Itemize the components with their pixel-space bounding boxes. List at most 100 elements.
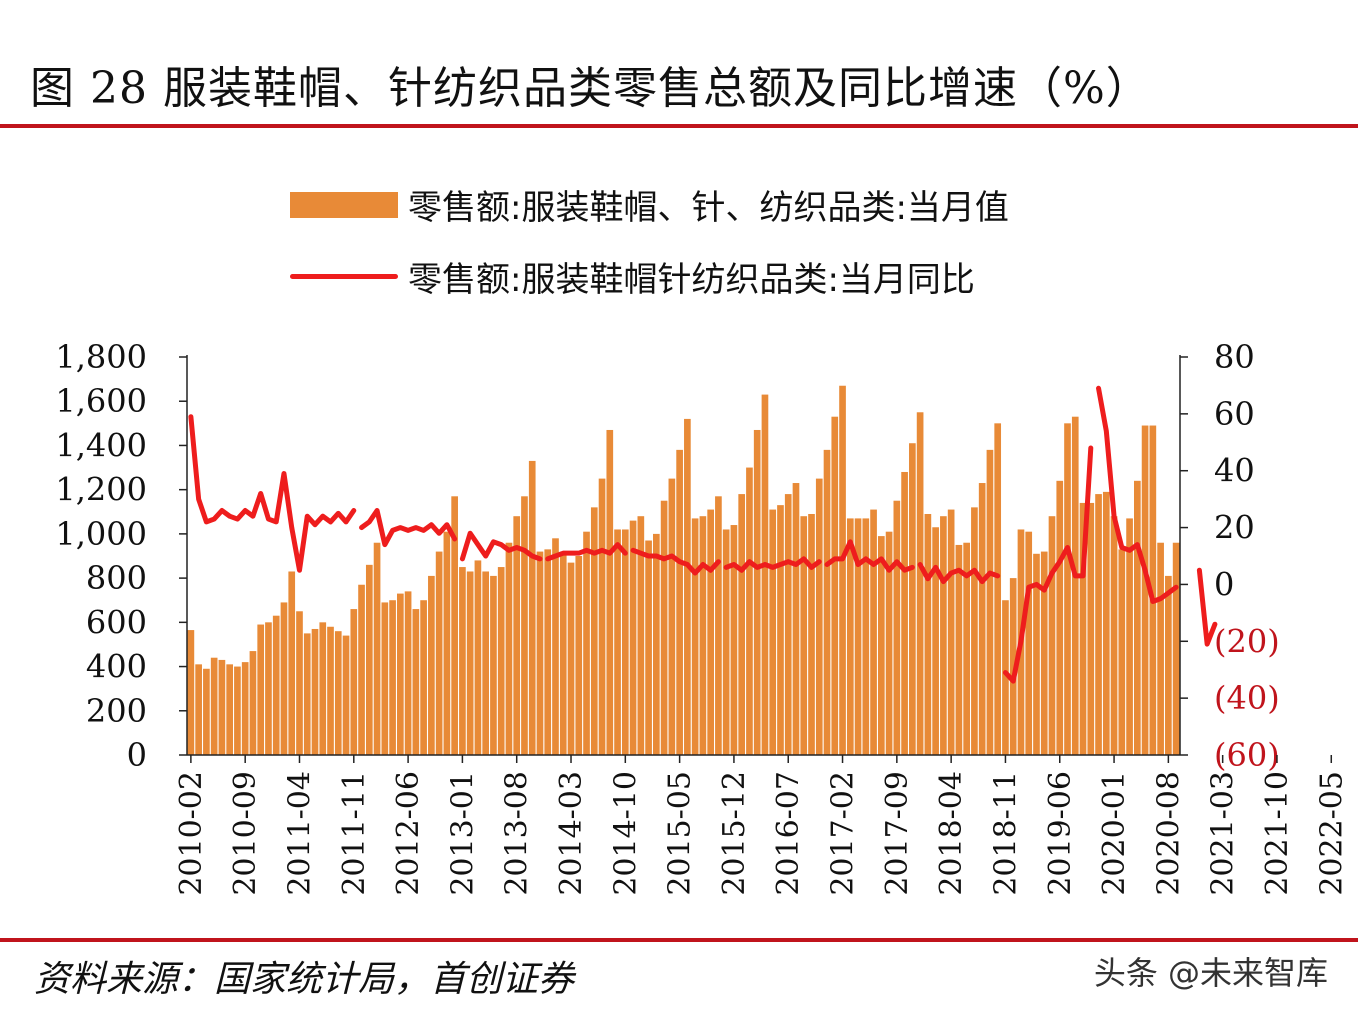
bar bbox=[947, 509, 955, 755]
bar bbox=[420, 600, 427, 755]
bar bbox=[1087, 502, 1095, 755]
left-tick-label: 200 bbox=[86, 692, 147, 730]
chart-title: 图 28 服装鞋帽、针纺织品类零售总额及同比增速（%） bbox=[30, 63, 1151, 114]
left-tick-label: 0 bbox=[127, 736, 147, 774]
bar bbox=[684, 418, 691, 755]
bar bbox=[730, 525, 738, 755]
bar bbox=[699, 516, 707, 755]
bar bbox=[1165, 575, 1172, 755]
bar bbox=[614, 529, 621, 755]
yoy-growth-line bbox=[188, 385, 1218, 684]
x-tick-label: 2014-03 bbox=[554, 771, 589, 896]
right-tick-label: 40 bbox=[1214, 452, 1255, 490]
legend-swatch-bar bbox=[290, 191, 398, 218]
bar bbox=[971, 507, 978, 755]
combo-chart: 1,8001,6001,4001,2001,000800600400200080… bbox=[55, 338, 1349, 896]
bar bbox=[358, 584, 365, 755]
bar bbox=[1095, 494, 1102, 755]
bar bbox=[381, 602, 389, 755]
bar bbox=[218, 659, 226, 755]
bar bbox=[1002, 600, 1009, 755]
bar bbox=[722, 529, 730, 755]
bar bbox=[1110, 516, 1118, 755]
bar bbox=[808, 513, 815, 755]
bar bbox=[629, 520, 637, 755]
bar bbox=[575, 556, 583, 755]
bar bbox=[777, 505, 784, 755]
bar bbox=[583, 531, 590, 755]
bar bbox=[497, 567, 505, 755]
bar bbox=[536, 551, 544, 755]
x-tick-label: 2010-02 bbox=[174, 771, 209, 896]
x-tick-label: 2018-04 bbox=[934, 771, 969, 896]
bar bbox=[559, 551, 567, 755]
bar bbox=[1009, 578, 1017, 755]
bar bbox=[823, 449, 831, 755]
bar bbox=[552, 538, 559, 755]
bar bbox=[831, 416, 839, 755]
bar bbox=[311, 628, 319, 755]
x-tick-label: 2013-01 bbox=[445, 771, 480, 896]
bar bbox=[1048, 516, 1056, 755]
bar bbox=[1056, 480, 1064, 755]
bar bbox=[753, 429, 761, 755]
x-tick-label: 2012-06 bbox=[391, 771, 426, 896]
x-tick-label: 2015-12 bbox=[717, 771, 752, 896]
bar bbox=[280, 602, 288, 755]
x-tick-label: 2020-01 bbox=[1097, 771, 1132, 896]
bar bbox=[668, 478, 676, 755]
bar bbox=[257, 624, 265, 755]
bar bbox=[940, 516, 947, 755]
left-tick-label: 1,800 bbox=[55, 338, 147, 376]
bar bbox=[986, 449, 994, 755]
bar bbox=[994, 423, 1002, 755]
bar bbox=[738, 494, 746, 755]
bar bbox=[963, 542, 970, 755]
bar bbox=[1134, 480, 1141, 755]
bar bbox=[1033, 553, 1040, 755]
bar bbox=[893, 500, 901, 755]
right-tick-label: 80 bbox=[1214, 338, 1255, 376]
bar bbox=[800, 516, 808, 755]
bar bbox=[303, 633, 311, 755]
bar bbox=[1040, 551, 1048, 755]
right-tick-label: (20) bbox=[1214, 622, 1280, 660]
left-tick-label: 400 bbox=[86, 648, 147, 686]
bar bbox=[846, 518, 854, 755]
bar bbox=[916, 412, 924, 755]
bar bbox=[645, 540, 652, 755]
bar bbox=[451, 496, 458, 755]
bar bbox=[691, 518, 699, 755]
bar bbox=[567, 562, 575, 755]
bar bbox=[955, 544, 963, 755]
bar bbox=[505, 542, 513, 755]
bar bbox=[598, 478, 606, 755]
x-tick-label: 2019-06 bbox=[1043, 771, 1078, 896]
title-divider bbox=[0, 124, 1358, 128]
right-tick-label: 20 bbox=[1214, 509, 1255, 547]
right-tick-label: (60) bbox=[1214, 736, 1280, 774]
bar bbox=[404, 591, 412, 755]
bar bbox=[1172, 542, 1180, 755]
x-tick-label: 2017-09 bbox=[880, 771, 915, 896]
bar bbox=[862, 518, 870, 755]
bar bbox=[528, 460, 536, 755]
bar bbox=[389, 600, 396, 755]
x-tick-label: 2014-10 bbox=[608, 771, 643, 896]
bar bbox=[373, 542, 381, 755]
bar bbox=[226, 664, 233, 755]
bar bbox=[365, 564, 373, 755]
bar bbox=[901, 471, 908, 755]
bar bbox=[482, 571, 490, 755]
bar bbox=[707, 509, 714, 755]
bar bbox=[544, 549, 552, 755]
bar bbox=[319, 622, 327, 755]
bar bbox=[606, 429, 614, 755]
bar bbox=[761, 394, 769, 755]
bar bbox=[195, 664, 202, 755]
bar bbox=[459, 567, 466, 755]
source-note: 资料来源：国家统计局，首创证券 bbox=[34, 959, 575, 1000]
bar bbox=[241, 662, 249, 755]
bar bbox=[792, 483, 800, 755]
bar bbox=[877, 536, 885, 755]
